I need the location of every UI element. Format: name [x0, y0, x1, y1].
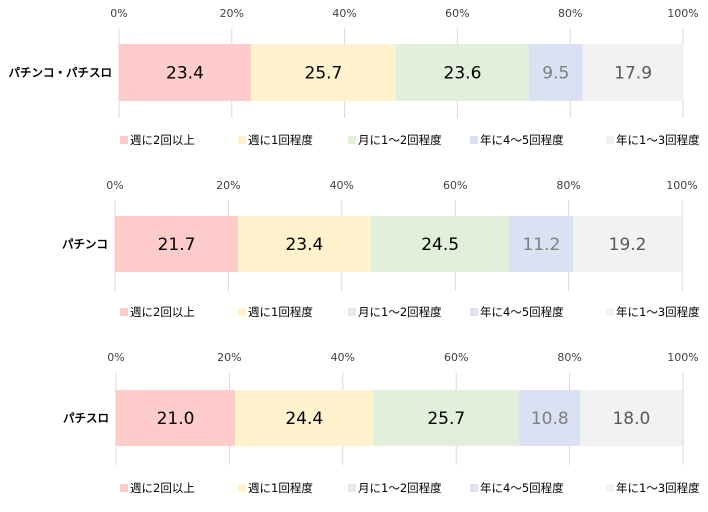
data-label: 21.7: [158, 235, 196, 255]
x-tick-label: 80%: [557, 351, 581, 364]
legend-label: 年に1～3回程度: [616, 481, 700, 495]
x-tick-label: 100%: [666, 179, 697, 192]
bar-segment: [115, 216, 239, 272]
data-label: 9.5: [542, 64, 569, 84]
legend-swatch: [470, 484, 478, 492]
legend-label: 月に1～2回程度: [358, 305, 442, 319]
category-label: パチンコ・パチスロ: [9, 66, 113, 80]
x-tick-label: 40%: [332, 7, 356, 20]
legend-swatch: [120, 136, 128, 144]
legend-label: 月に1～2回程度: [358, 481, 442, 495]
bar-segment: [580, 390, 683, 446]
bar-segment: [582, 44, 684, 101]
legend-label: 年に4～5回程度: [480, 481, 564, 495]
legend-swatch: [238, 308, 246, 316]
legend-swatch: [470, 308, 478, 316]
data-label: 24.4: [285, 409, 323, 429]
x-tick-label: 40%: [331, 351, 355, 364]
x-tick-label: 60%: [443, 179, 467, 192]
legend-swatch: [348, 136, 356, 144]
data-label: 25.7: [427, 409, 465, 429]
legend-label: 週に1回程度: [248, 481, 313, 495]
legend-swatch: [348, 484, 356, 492]
data-label: 23.4: [166, 64, 204, 84]
legend-label: 週に2回以上: [130, 305, 195, 319]
data-label: 17.9: [614, 64, 652, 84]
legend-swatch: [606, 484, 614, 492]
legend-label: 週に2回以上: [130, 481, 195, 495]
category-label: パチスロ: [63, 411, 109, 425]
data-label: 11.2: [522, 235, 560, 255]
bar-segment: [370, 216, 510, 272]
legend-swatch: [606, 136, 614, 144]
x-tick-label: 0%: [106, 179, 123, 192]
data-label: 24.5: [421, 235, 459, 255]
bar-segment: [235, 390, 374, 446]
bar-segment: [395, 44, 530, 101]
bar-segment: [250, 44, 396, 101]
legend-label: 週に1回程度: [248, 133, 313, 147]
legend-label: 年に1～3回程度: [616, 133, 700, 147]
data-label: 21.0: [157, 409, 195, 429]
x-tick-label: 60%: [445, 7, 469, 20]
category-label: パチンコ: [62, 237, 108, 251]
bar-segment: [238, 216, 371, 272]
x-tick-label: 20%: [216, 179, 240, 192]
legend-label: 月に1～2回程度: [358, 133, 442, 147]
x-tick-label: 80%: [556, 179, 580, 192]
x-tick-label: 20%: [220, 7, 244, 20]
data-label: 23.6: [444, 64, 482, 84]
legend-swatch: [470, 136, 478, 144]
legend-label: 年に4～5回程度: [480, 305, 564, 319]
data-label: 23.4: [285, 235, 323, 255]
legend-swatch: [120, 484, 128, 492]
data-label: 10.8: [531, 409, 569, 429]
legend-swatch: [238, 136, 246, 144]
x-tick-label: 0%: [110, 7, 127, 20]
bar-segment: [529, 44, 583, 101]
x-tick-label: 0%: [107, 351, 124, 364]
data-label: 18.0: [612, 409, 650, 429]
bar-segment: [119, 44, 251, 101]
x-tick-label: 20%: [217, 351, 241, 364]
data-label: 25.7: [305, 64, 343, 84]
legend-swatch: [348, 308, 356, 316]
legend-swatch: [238, 484, 246, 492]
bar-segment: [116, 390, 236, 446]
x-tick-label: 100%: [667, 7, 698, 20]
legend-swatch: [606, 308, 614, 316]
bar-segment: [509, 216, 574, 272]
legend-label: 年に4～5回程度: [480, 133, 564, 147]
legend-label: 週に2回以上: [130, 133, 195, 147]
bar-segment: [573, 216, 682, 272]
legend-label: 週に1回程度: [248, 305, 313, 319]
x-tick-label: 40%: [330, 179, 354, 192]
bar-segment: [373, 390, 520, 446]
bar-segment: [519, 390, 581, 446]
legend-swatch: [120, 308, 128, 316]
x-tick-label: 60%: [444, 351, 468, 364]
data-label: 19.2: [609, 235, 647, 255]
x-tick-label: 100%: [667, 351, 698, 364]
x-tick-label: 80%: [558, 7, 582, 20]
legend-label: 年に1～3回程度: [616, 305, 700, 319]
